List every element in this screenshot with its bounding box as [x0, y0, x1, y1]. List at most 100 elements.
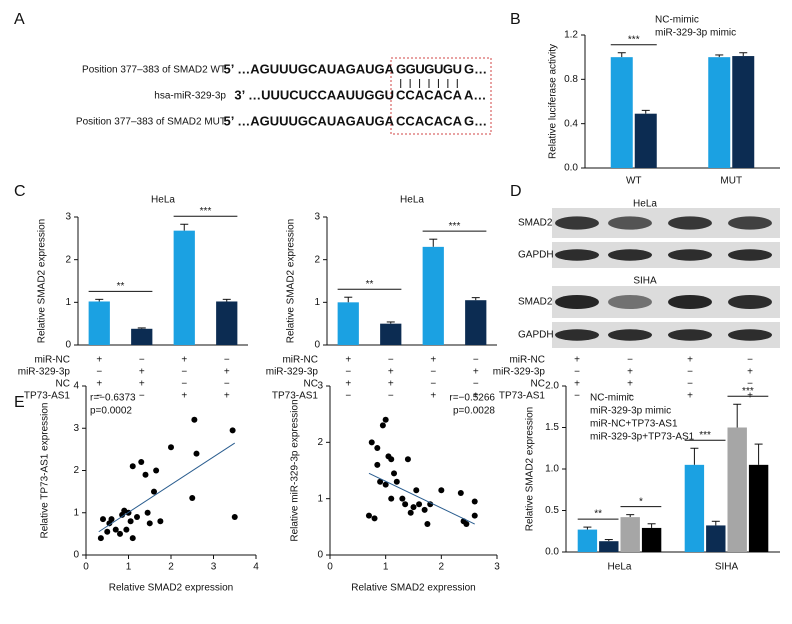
scatter-point: [129, 535, 136, 542]
blot-band: [608, 249, 652, 261]
condition-sign: +: [224, 367, 230, 378]
y-tick-label: 1: [314, 297, 320, 308]
condition-label: NC: [56, 379, 70, 390]
condition-label: miR-NC: [34, 355, 70, 366]
bar: [577, 529, 598, 552]
scatter-point: [168, 444, 174, 451]
x-tick-label: MUT: [720, 176, 742, 187]
y-axis-label: Relative miR-329-3p expression: [290, 399, 301, 541]
x-tick-label: HeLa: [608, 562, 632, 573]
condition-sign: −: [430, 367, 436, 378]
bar: [465, 300, 487, 345]
y-tick-label: 0.0: [564, 163, 578, 174]
blot-row-label: SMAD2: [518, 218, 553, 229]
annotation: p=0.0002: [90, 406, 132, 417]
scatter-point: [416, 501, 423, 508]
condition-sign: −: [574, 391, 580, 402]
x-tick-label: WT: [626, 176, 642, 187]
scatter-point: [463, 521, 470, 528]
trend-line: [98, 442, 236, 533]
scatter-point: [368, 439, 375, 446]
sequence-suffix: G…: [464, 113, 487, 128]
condition-sign: −: [96, 391, 102, 402]
bar: [620, 517, 640, 552]
scatter-point: [382, 481, 389, 488]
condition-sign: +: [96, 379, 102, 390]
annotation: r=−0.5266: [449, 393, 495, 404]
bar: [216, 301, 238, 345]
condition-sign: +: [627, 367, 633, 378]
condition-label: miR-329-3p: [266, 367, 319, 378]
condition-sign: −: [687, 379, 693, 390]
blot-row-label: GAPDH: [518, 250, 554, 261]
scatter-point: [399, 495, 406, 502]
scatter-point: [374, 461, 381, 468]
y-tick-label: 3: [73, 423, 79, 434]
condition-sign: +: [687, 355, 693, 366]
condition-label: TP73-AS1: [272, 391, 319, 402]
bar: [748, 464, 769, 552]
panel-label: E: [14, 394, 25, 411]
blot-title: HeLa: [633, 199, 657, 210]
bar: [337, 302, 359, 345]
condition-sign: +: [139, 379, 145, 390]
condition-label: miR-329-3p: [493, 367, 546, 378]
legend-entry: NC-mimic: [590, 393, 634, 404]
annotation: p=0.0028: [453, 406, 495, 417]
scatter-point: [138, 459, 145, 466]
significance-label: **: [594, 509, 602, 520]
condition-sign: −: [181, 379, 187, 390]
y-axis-label: Relative SMAD2 expression: [286, 219, 297, 344]
condition-label: NC: [304, 379, 318, 390]
scatter-point: [157, 518, 164, 525]
bar: [684, 464, 705, 552]
x-tick-label: 0: [83, 562, 89, 573]
y-tick-label: 0.4: [564, 118, 578, 129]
condition-sign: −: [139, 355, 145, 366]
chart-title: HeLa: [151, 195, 175, 206]
blot-band: [608, 329, 652, 341]
sequence-label: Position 377–383 of SMAD2 MUT: [76, 117, 226, 128]
bar: [173, 230, 195, 345]
scatter-point: [377, 478, 384, 485]
significance-label: ***: [449, 221, 461, 232]
bar: [610, 57, 633, 168]
scatter-point: [421, 506, 428, 513]
scatter-point: [146, 520, 153, 527]
panel-label: C: [14, 183, 26, 200]
condition-label: miR-329-3p: [18, 367, 71, 378]
y-tick-label: 1: [317, 493, 323, 504]
blot-band: [555, 294, 599, 310]
y-tick-label: 2: [314, 254, 320, 265]
scatter-point: [144, 509, 151, 516]
sequence-suffix: G…: [464, 61, 487, 76]
bar: [706, 525, 726, 552]
condition-label: TP73-AS1: [499, 391, 546, 402]
y-tick-label: 2: [73, 465, 79, 476]
y-tick-label: 1.2: [564, 30, 578, 41]
condition-sign: +: [747, 367, 753, 378]
y-tick-label: 0: [65, 340, 71, 351]
condition-label: TP73-AS1: [24, 391, 71, 402]
significance-label: ***: [628, 34, 640, 45]
bar: [131, 328, 153, 345]
y-tick-label: 1.5: [545, 422, 559, 433]
bar: [634, 113, 657, 168]
sequence-prefix: 3’ …UUUCUCCAAUUGGU: [234, 87, 394, 102]
scatter-point: [427, 501, 434, 508]
scatter-point: [127, 518, 134, 525]
y-tick-label: 0.8: [564, 74, 578, 85]
y-tick-label: 0.0: [545, 547, 559, 558]
y-tick-label: 0: [317, 550, 323, 561]
condition-sign: +: [96, 355, 102, 366]
condition-sign: −: [139, 391, 145, 402]
condition-sign: −: [574, 367, 580, 378]
blot-band: [555, 329, 599, 341]
y-tick-label: 1: [73, 507, 79, 518]
legend-entry: miR-NC+TP73-AS1: [590, 419, 678, 430]
blot-band: [728, 294, 772, 310]
significance-label: **: [366, 279, 374, 290]
blot-band: [608, 294, 652, 310]
scatter-point: [382, 416, 389, 423]
